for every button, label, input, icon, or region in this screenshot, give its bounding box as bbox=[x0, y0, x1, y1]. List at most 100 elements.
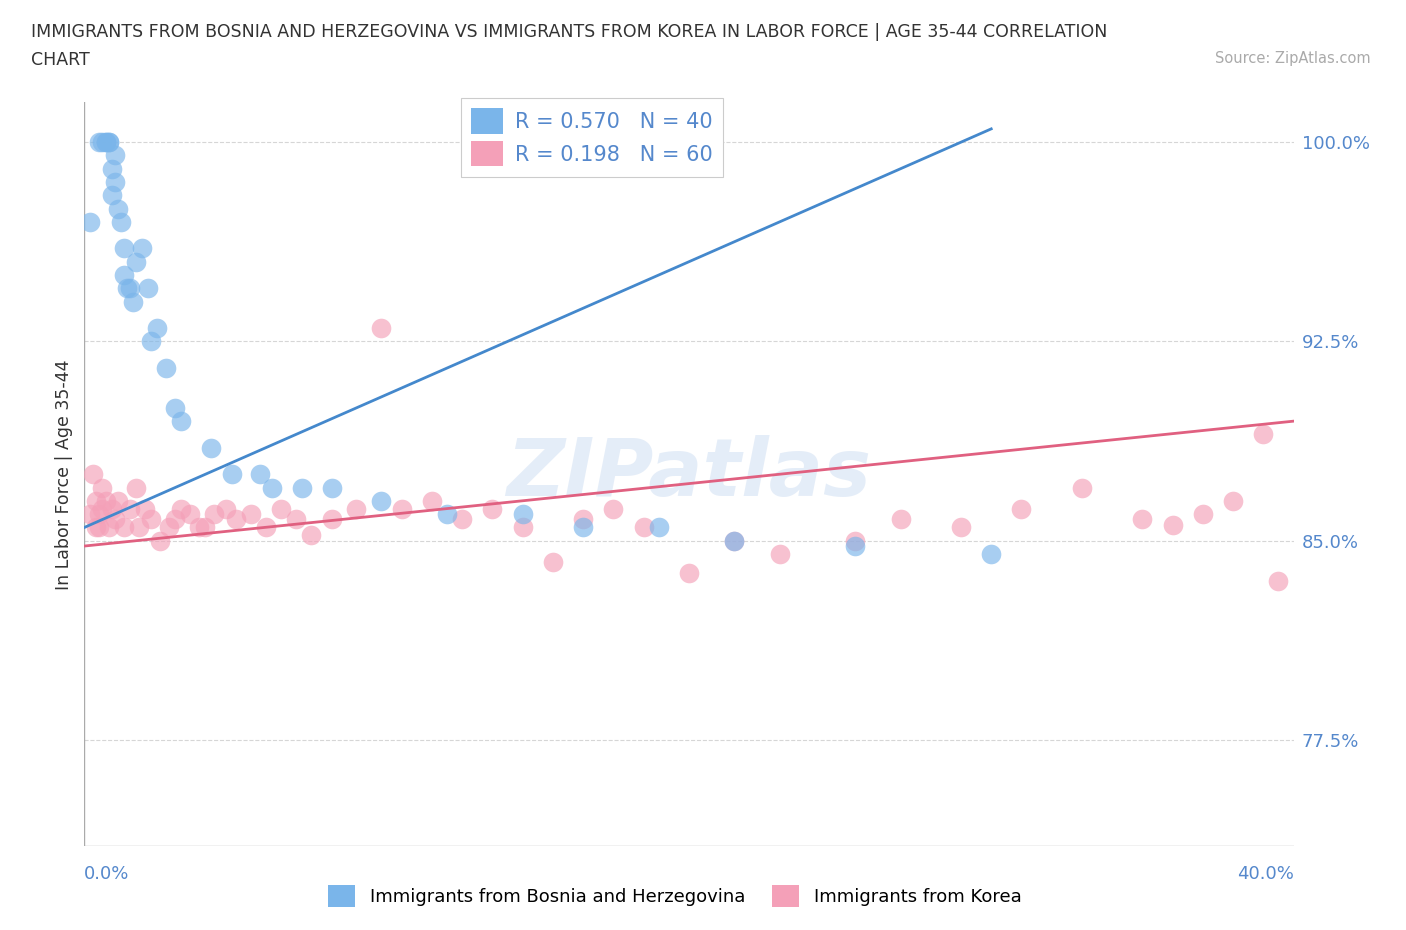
Point bbox=[321, 512, 343, 527]
Point bbox=[115, 281, 138, 296]
Point bbox=[1267, 573, 1289, 588]
Point bbox=[118, 281, 141, 296]
Point bbox=[321, 480, 343, 495]
Point bbox=[118, 501, 141, 516]
Point bbox=[136, 281, 159, 296]
Point bbox=[91, 501, 114, 516]
Point bbox=[391, 501, 413, 516]
Point bbox=[844, 533, 866, 548]
Point bbox=[188, 520, 211, 535]
Point bbox=[648, 520, 671, 535]
Point bbox=[139, 334, 162, 349]
Text: ZIPatlas: ZIPatlas bbox=[506, 435, 872, 513]
Point bbox=[239, 507, 262, 522]
Point bbox=[104, 148, 127, 163]
Point bbox=[165, 512, 187, 527]
Point bbox=[215, 501, 238, 516]
Point bbox=[844, 538, 866, 553]
Point bbox=[125, 480, 148, 495]
Point bbox=[100, 501, 122, 516]
Point bbox=[121, 294, 143, 309]
Point bbox=[94, 135, 117, 150]
Point bbox=[112, 520, 135, 535]
Text: IMMIGRANTS FROM BOSNIA AND HERZEGOVINA VS IMMIGRANTS FROM KOREA IN LABOR FORCE |: IMMIGRANTS FROM BOSNIA AND HERZEGOVINA V… bbox=[31, 23, 1108, 41]
Point bbox=[97, 135, 120, 150]
Point bbox=[1222, 494, 1244, 509]
Text: 40.0%: 40.0% bbox=[1237, 865, 1294, 883]
Legend: R = 0.570   N = 40, R = 0.198   N = 60: R = 0.570 N = 40, R = 0.198 N = 60 bbox=[461, 98, 723, 177]
Point bbox=[221, 467, 243, 482]
Y-axis label: In Labor Force | Age 35-44: In Labor Force | Age 35-44 bbox=[55, 359, 73, 590]
Point bbox=[104, 512, 127, 527]
Point bbox=[134, 501, 156, 516]
Legend: Immigrants from Bosnia and Herzegovina, Immigrants from Korea: Immigrants from Bosnia and Herzegovina, … bbox=[319, 876, 1031, 916]
Point bbox=[678, 565, 700, 580]
Point bbox=[89, 520, 111, 535]
Point bbox=[89, 507, 111, 522]
Point bbox=[1071, 480, 1094, 495]
Point bbox=[370, 321, 392, 336]
Point bbox=[572, 520, 595, 535]
Point bbox=[82, 467, 104, 482]
Point bbox=[79, 215, 101, 230]
Point bbox=[769, 547, 792, 562]
Point bbox=[131, 241, 153, 256]
Point bbox=[125, 254, 148, 269]
Point bbox=[346, 501, 368, 516]
Point bbox=[1253, 427, 1275, 442]
Point bbox=[1161, 517, 1184, 532]
Point bbox=[200, 440, 222, 455]
Point bbox=[723, 533, 745, 548]
Point bbox=[100, 161, 122, 176]
Point bbox=[1192, 507, 1215, 522]
Point bbox=[170, 414, 193, 429]
Point bbox=[89, 135, 111, 150]
Point bbox=[1130, 512, 1153, 527]
Point bbox=[94, 135, 117, 150]
Text: Source: ZipAtlas.com: Source: ZipAtlas.com bbox=[1215, 51, 1371, 66]
Point bbox=[94, 494, 117, 509]
Point bbox=[225, 512, 247, 527]
Point bbox=[260, 480, 283, 495]
Point bbox=[110, 215, 132, 230]
Point bbox=[149, 533, 172, 548]
Point bbox=[157, 520, 180, 535]
Point bbox=[79, 507, 101, 522]
Point bbox=[112, 241, 135, 256]
Point bbox=[139, 512, 162, 527]
Point bbox=[97, 520, 120, 535]
Point bbox=[91, 480, 114, 495]
Point bbox=[128, 520, 150, 535]
Point bbox=[723, 533, 745, 548]
Point bbox=[170, 501, 193, 516]
Point bbox=[299, 528, 322, 543]
Point bbox=[1011, 501, 1033, 516]
Point bbox=[91, 135, 114, 150]
Point bbox=[541, 554, 564, 569]
Point bbox=[179, 507, 201, 522]
Text: 0.0%: 0.0% bbox=[84, 865, 129, 883]
Point bbox=[602, 501, 624, 516]
Point bbox=[202, 507, 225, 522]
Point bbox=[249, 467, 271, 482]
Point bbox=[254, 520, 277, 535]
Point bbox=[86, 520, 108, 535]
Point bbox=[512, 507, 534, 522]
Text: CHART: CHART bbox=[31, 51, 90, 69]
Point bbox=[107, 201, 129, 216]
Point bbox=[481, 501, 503, 516]
Point bbox=[572, 512, 595, 527]
Point bbox=[104, 175, 127, 190]
Point bbox=[146, 321, 169, 336]
Point bbox=[420, 494, 443, 509]
Point bbox=[97, 135, 120, 150]
Point bbox=[451, 512, 474, 527]
Point bbox=[370, 494, 392, 509]
Point bbox=[890, 512, 912, 527]
Point bbox=[107, 494, 129, 509]
Point bbox=[194, 520, 217, 535]
Point bbox=[950, 520, 973, 535]
Point bbox=[512, 520, 534, 535]
Point bbox=[436, 507, 458, 522]
Point bbox=[291, 480, 314, 495]
